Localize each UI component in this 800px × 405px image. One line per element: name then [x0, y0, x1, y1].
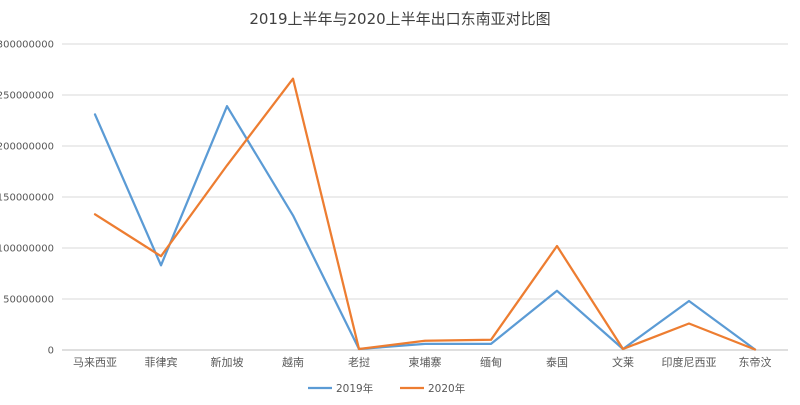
series-line-2020年: [93, 77, 757, 351]
x-axis-tick-labels: 马来西亚 菲律宾 新加坡 越南 老挝 柬埔寨 缅甸 泰国 文莱 印度尼西亚 东帝汶: [73, 355, 772, 369]
y-tick-label: 150000000: [0, 193, 54, 204]
y-tick-label: 200000000: [0, 142, 54, 153]
x-tick-label: 越南: [282, 355, 304, 369]
y-tick-label: 250000000: [0, 91, 54, 102]
x-tick-label: 印度尼西亚: [662, 355, 717, 369]
x-tick-label: 新加坡: [211, 355, 244, 369]
y-tick-label: 50000000: [3, 295, 54, 306]
series-lines: [93, 77, 757, 351]
legend: 2019年 2020年: [308, 382, 465, 395]
x-tick-label: 柬埔寨: [409, 355, 442, 369]
gridlines: [62, 43, 788, 300]
x-tick-label: 缅甸: [480, 355, 502, 369]
series-line-2019年: [93, 105, 757, 351]
x-tick-label: 马来西亚: [73, 356, 117, 369]
y-tick-label: 100000000: [0, 244, 54, 255]
legend-label: 2019年: [336, 382, 373, 395]
x-tick-label: 东帝汶: [739, 355, 772, 369]
x-tick-label: 老挝: [348, 355, 370, 369]
x-tick-label: 泰国: [546, 355, 568, 369]
x-tick-label: 文莱: [612, 355, 634, 369]
chart-title: 2019上半年与2020上半年出口东南亚对比图: [249, 10, 550, 28]
y-axis-tick-labels: 0 50000000 100000000 150000000 200000000 2500…: [0, 40, 54, 357]
x-tick-label: 菲律宾: [145, 355, 178, 369]
y-tick-label: 300000000: [0, 40, 54, 51]
y-tick-label: 0: [48, 346, 54, 357]
legend-label: 2020年: [428, 382, 465, 395]
